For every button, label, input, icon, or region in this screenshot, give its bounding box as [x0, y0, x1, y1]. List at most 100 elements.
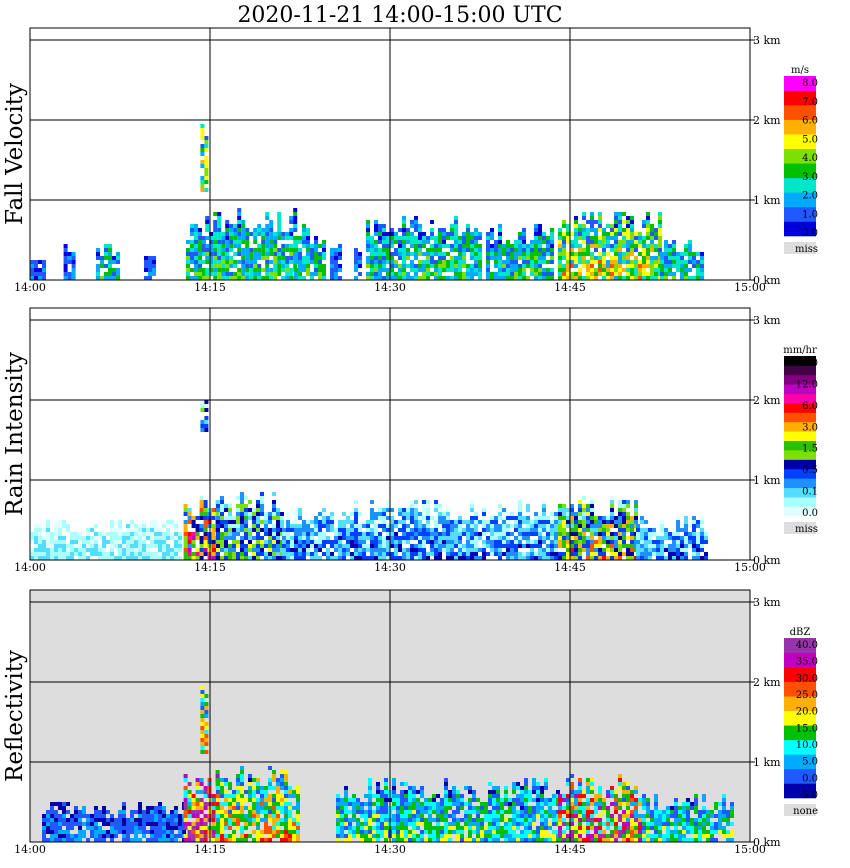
- echo-cell: [195, 556, 200, 560]
- echo-cell: [654, 248, 658, 252]
- echo-cell: [492, 794, 496, 798]
- echo-cell: [358, 252, 362, 256]
- echo-cell: [444, 782, 448, 786]
- echo-cell: [216, 516, 220, 520]
- echo-cell: [494, 528, 498, 532]
- echo-cell: [322, 272, 326, 276]
- echo-cell: [370, 548, 374, 552]
- echo-cell: [281, 232, 286, 236]
- echo-cell: [130, 810, 134, 814]
- echo-cell: [478, 256, 482, 260]
- echo-cell: [542, 516, 546, 520]
- echo-cell: [524, 786, 528, 790]
- echo-cell: [336, 834, 340, 838]
- echo-cell: [330, 524, 334, 528]
- echo-cell: [582, 536, 586, 540]
- echo-cell: [94, 806, 98, 810]
- echo-cell: [382, 252, 386, 256]
- echo-cell: [268, 834, 272, 838]
- echo-cell: [344, 802, 348, 806]
- echo-cell: [211, 544, 216, 548]
- echo-cell: [284, 774, 288, 778]
- echo-cell: [54, 540, 58, 544]
- echo-cell: [285, 236, 290, 240]
- echo-cell: [574, 228, 578, 232]
- echo-cell: [178, 548, 182, 552]
- echo-cell: [98, 552, 102, 556]
- echo-cell: [338, 268, 342, 272]
- echo-cell: [586, 268, 590, 272]
- echo-cell: [644, 552, 648, 556]
- echo-cell: [462, 544, 466, 548]
- echo-cell: [368, 826, 372, 830]
- echo-cell: [382, 544, 386, 548]
- echo-cell: [704, 536, 708, 540]
- echo-cell: [310, 556, 314, 560]
- echo-cell: [302, 256, 306, 260]
- echo-cell: [282, 552, 286, 556]
- echo-cell: [162, 536, 166, 540]
- echo-cell: [204, 694, 209, 698]
- echo-cell: [522, 520, 526, 524]
- echo-cell: [292, 826, 296, 830]
- echo-cell: [146, 536, 150, 540]
- echo-cell: [506, 264, 510, 268]
- echo-cell: [700, 528, 704, 532]
- echo-cell: [281, 236, 286, 240]
- echo-cell: [126, 540, 130, 544]
- echo-cell: [536, 786, 540, 790]
- echo-cell: [488, 810, 492, 814]
- echo-cell: [626, 810, 630, 814]
- echo-cell: [280, 782, 284, 786]
- echo-cell: [386, 540, 390, 544]
- echo-cell: [464, 838, 468, 842]
- echo-cell: [446, 516, 450, 520]
- echo-cell: [602, 276, 606, 280]
- echo-cell: [590, 212, 594, 216]
- echo-cell: [602, 536, 606, 540]
- echo-cell: [390, 524, 394, 528]
- echo-cell: [514, 536, 518, 540]
- echo-cell: [544, 838, 548, 842]
- echo-cell: [237, 272, 242, 276]
- echo-cell: [636, 548, 640, 552]
- echo-cell: [224, 544, 228, 548]
- echo-cell: [394, 248, 398, 252]
- echo-cell: [518, 236, 522, 240]
- echo-cell: [306, 260, 310, 264]
- echo-cell: [420, 786, 424, 790]
- echo-cell: [614, 536, 618, 540]
- echo-cell: [390, 536, 394, 540]
- echo-cell: [122, 834, 126, 838]
- echo-cell: [446, 544, 450, 548]
- echo-cell: [86, 838, 90, 842]
- echo-cell: [54, 802, 58, 806]
- echo-cell: [265, 232, 270, 236]
- echo-cell: [498, 244, 502, 248]
- echo-cell: [386, 252, 390, 256]
- echo-cell: [118, 540, 122, 544]
- echo-cell: [392, 814, 396, 818]
- echo-cell: [195, 838, 200, 842]
- echo-cell: [420, 830, 424, 834]
- echo-cell: [220, 504, 224, 508]
- echo-cell: [236, 528, 240, 532]
- echo-cell: [158, 536, 162, 540]
- echo-cell: [360, 830, 364, 834]
- echo-cell: [384, 822, 388, 826]
- echo-cell: [174, 552, 178, 556]
- echo-cell: [42, 528, 46, 532]
- echo-cell: [594, 220, 598, 224]
- echo-cell: [352, 818, 356, 822]
- echo-cell: [229, 240, 234, 244]
- echo-cell: [334, 260, 338, 264]
- echo-cell: [426, 248, 430, 252]
- echo-cell: [150, 826, 154, 830]
- echo-cell: [562, 532, 566, 536]
- echo-cell: [696, 268, 700, 272]
- echo-cell: [668, 536, 672, 540]
- echo-cell: [688, 544, 692, 548]
- echo-cell: [390, 520, 394, 524]
- echo-cell: [362, 548, 366, 552]
- echo-cell: [134, 536, 138, 540]
